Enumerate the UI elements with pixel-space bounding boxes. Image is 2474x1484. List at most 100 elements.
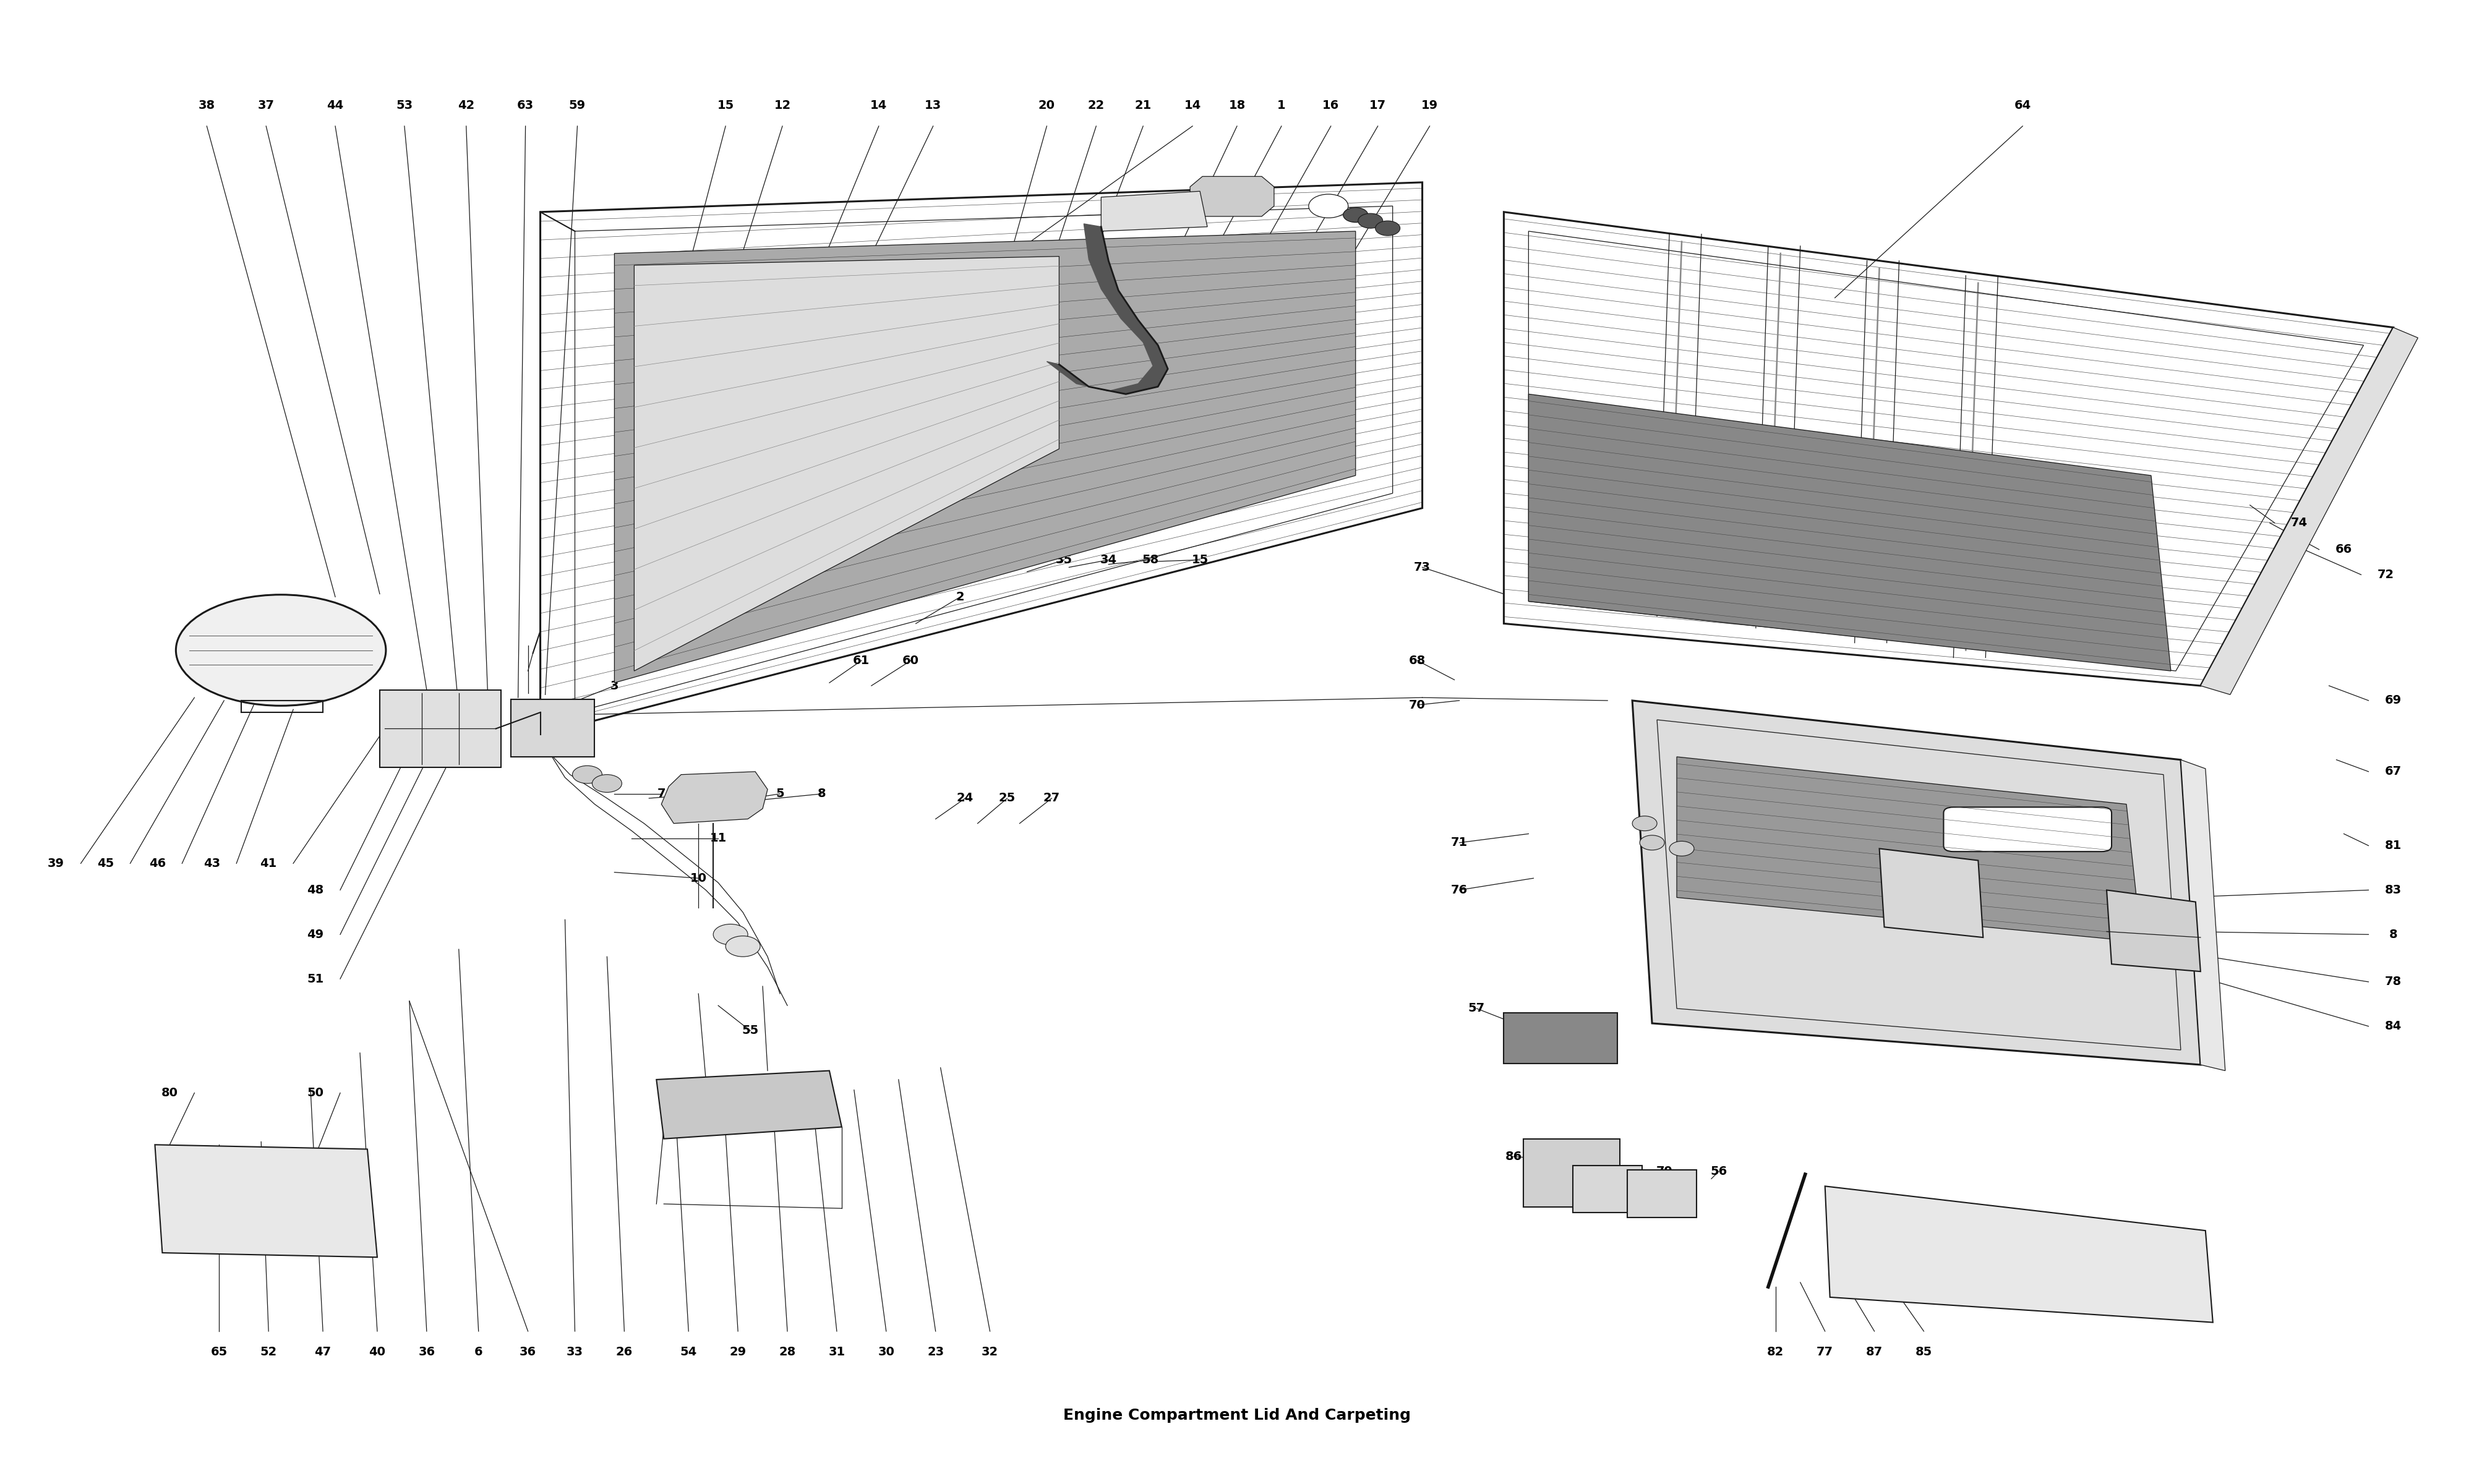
Text: 14: 14 — [1185, 99, 1200, 111]
Text: 50: 50 — [307, 1086, 324, 1098]
Text: 72: 72 — [2378, 568, 2395, 580]
Text: 27: 27 — [1044, 792, 1059, 804]
Polygon shape — [156, 1144, 376, 1257]
Circle shape — [591, 775, 621, 792]
Text: 1: 1 — [1277, 99, 1286, 111]
Text: 74: 74 — [2291, 516, 2308, 528]
Text: 81: 81 — [2385, 840, 2402, 852]
Text: 49: 49 — [307, 929, 324, 941]
Text: 69: 69 — [2385, 695, 2402, 706]
Text: 43: 43 — [203, 858, 220, 870]
Polygon shape — [1047, 224, 1168, 395]
Text: 52: 52 — [260, 1346, 277, 1358]
Text: 85: 85 — [1915, 1346, 1932, 1358]
Text: 58: 58 — [1143, 554, 1158, 565]
Text: 56: 56 — [1710, 1165, 1727, 1177]
Circle shape — [571, 766, 601, 784]
Polygon shape — [2199, 328, 2417, 695]
Text: 65: 65 — [210, 1346, 228, 1358]
Text: 57: 57 — [1467, 1003, 1484, 1015]
Text: 28: 28 — [779, 1346, 797, 1358]
FancyBboxPatch shape — [379, 690, 500, 767]
Ellipse shape — [176, 595, 386, 706]
Text: 76: 76 — [1450, 884, 1467, 896]
Text: 36: 36 — [520, 1346, 537, 1358]
Text: 23: 23 — [928, 1346, 945, 1358]
Text: 24: 24 — [957, 792, 975, 804]
Circle shape — [1640, 835, 1665, 850]
Polygon shape — [1826, 1186, 2212, 1322]
Text: 54: 54 — [680, 1346, 698, 1358]
Text: 73: 73 — [1415, 561, 1430, 573]
Text: 6: 6 — [475, 1346, 482, 1358]
Text: 63: 63 — [517, 99, 534, 111]
Text: 87: 87 — [1865, 1346, 1883, 1358]
Text: 64: 64 — [2014, 99, 2031, 111]
FancyBboxPatch shape — [1504, 1014, 1618, 1063]
Text: 70: 70 — [1410, 699, 1425, 711]
Text: 68: 68 — [1408, 654, 1425, 666]
Text: 22: 22 — [1089, 99, 1103, 111]
Text: 30: 30 — [878, 1346, 896, 1358]
Text: 19: 19 — [1423, 99, 1437, 111]
Text: 14: 14 — [871, 99, 888, 111]
Polygon shape — [2180, 760, 2224, 1070]
Text: 2: 2 — [955, 591, 965, 603]
Circle shape — [1670, 841, 1695, 856]
Text: 17: 17 — [1371, 99, 1385, 111]
Text: 20: 20 — [1039, 99, 1054, 111]
Polygon shape — [2108, 890, 2199, 972]
Text: 66: 66 — [2335, 543, 2353, 555]
Text: 79: 79 — [1655, 1165, 1672, 1177]
Text: 15: 15 — [717, 99, 735, 111]
Text: 26: 26 — [616, 1346, 633, 1358]
Text: 18: 18 — [1230, 99, 1244, 111]
Text: 61: 61 — [854, 654, 871, 666]
Text: 34: 34 — [1101, 554, 1116, 565]
Text: 78: 78 — [2385, 976, 2402, 988]
FancyBboxPatch shape — [1524, 1138, 1620, 1206]
FancyBboxPatch shape — [1628, 1169, 1697, 1217]
Text: 40: 40 — [369, 1346, 386, 1358]
Polygon shape — [1633, 700, 2199, 1064]
Text: 60: 60 — [903, 654, 920, 666]
Text: 84: 84 — [2385, 1021, 2402, 1033]
Text: 47: 47 — [314, 1346, 332, 1358]
Text: 55: 55 — [742, 1025, 760, 1037]
Text: 4: 4 — [740, 788, 747, 800]
Text: 71: 71 — [1450, 837, 1467, 849]
FancyBboxPatch shape — [1573, 1165, 1643, 1212]
Text: 36: 36 — [418, 1346, 435, 1358]
Text: 32: 32 — [982, 1346, 999, 1358]
Text: 86: 86 — [1504, 1150, 1522, 1162]
Text: 9: 9 — [703, 788, 710, 800]
Text: 41: 41 — [260, 858, 277, 870]
Text: 82: 82 — [1766, 1346, 1784, 1358]
Text: 59: 59 — [569, 99, 586, 111]
Text: 33: 33 — [567, 1346, 584, 1358]
Text: Engine Compartment Lid And Carpeting: Engine Compartment Lid And Carpeting — [1064, 1408, 1410, 1423]
Text: 11: 11 — [710, 833, 727, 844]
Text: 67: 67 — [2385, 766, 2402, 778]
Text: 35: 35 — [1056, 554, 1071, 565]
Text: 21: 21 — [1136, 99, 1150, 111]
Text: 8: 8 — [819, 788, 826, 800]
Polygon shape — [656, 1070, 841, 1138]
Polygon shape — [1529, 395, 2170, 671]
Polygon shape — [661, 772, 767, 824]
FancyBboxPatch shape — [510, 699, 594, 757]
Text: 25: 25 — [999, 792, 1017, 804]
Text: 83: 83 — [2385, 884, 2402, 896]
Text: 8: 8 — [2390, 929, 2397, 941]
Polygon shape — [1677, 757, 2140, 942]
Circle shape — [1376, 221, 1400, 236]
Text: 53: 53 — [396, 99, 413, 111]
Circle shape — [725, 936, 760, 957]
Polygon shape — [1190, 177, 1274, 217]
Text: 44: 44 — [327, 99, 344, 111]
Circle shape — [1309, 194, 1348, 218]
Circle shape — [1633, 816, 1658, 831]
Text: 45: 45 — [96, 858, 114, 870]
Text: 5: 5 — [777, 788, 784, 800]
Text: 39: 39 — [47, 858, 64, 870]
